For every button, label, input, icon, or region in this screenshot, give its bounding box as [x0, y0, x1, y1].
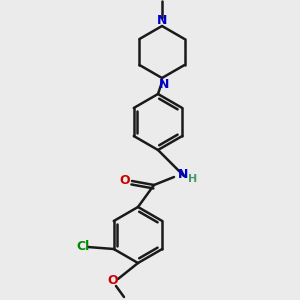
Text: N: N [157, 14, 167, 26]
Text: O: O [120, 175, 130, 188]
Text: O: O [108, 274, 118, 287]
Text: N: N [159, 79, 169, 92]
Text: H: H [188, 174, 197, 184]
Text: Cl: Cl [76, 239, 89, 253]
Text: N: N [178, 169, 188, 182]
